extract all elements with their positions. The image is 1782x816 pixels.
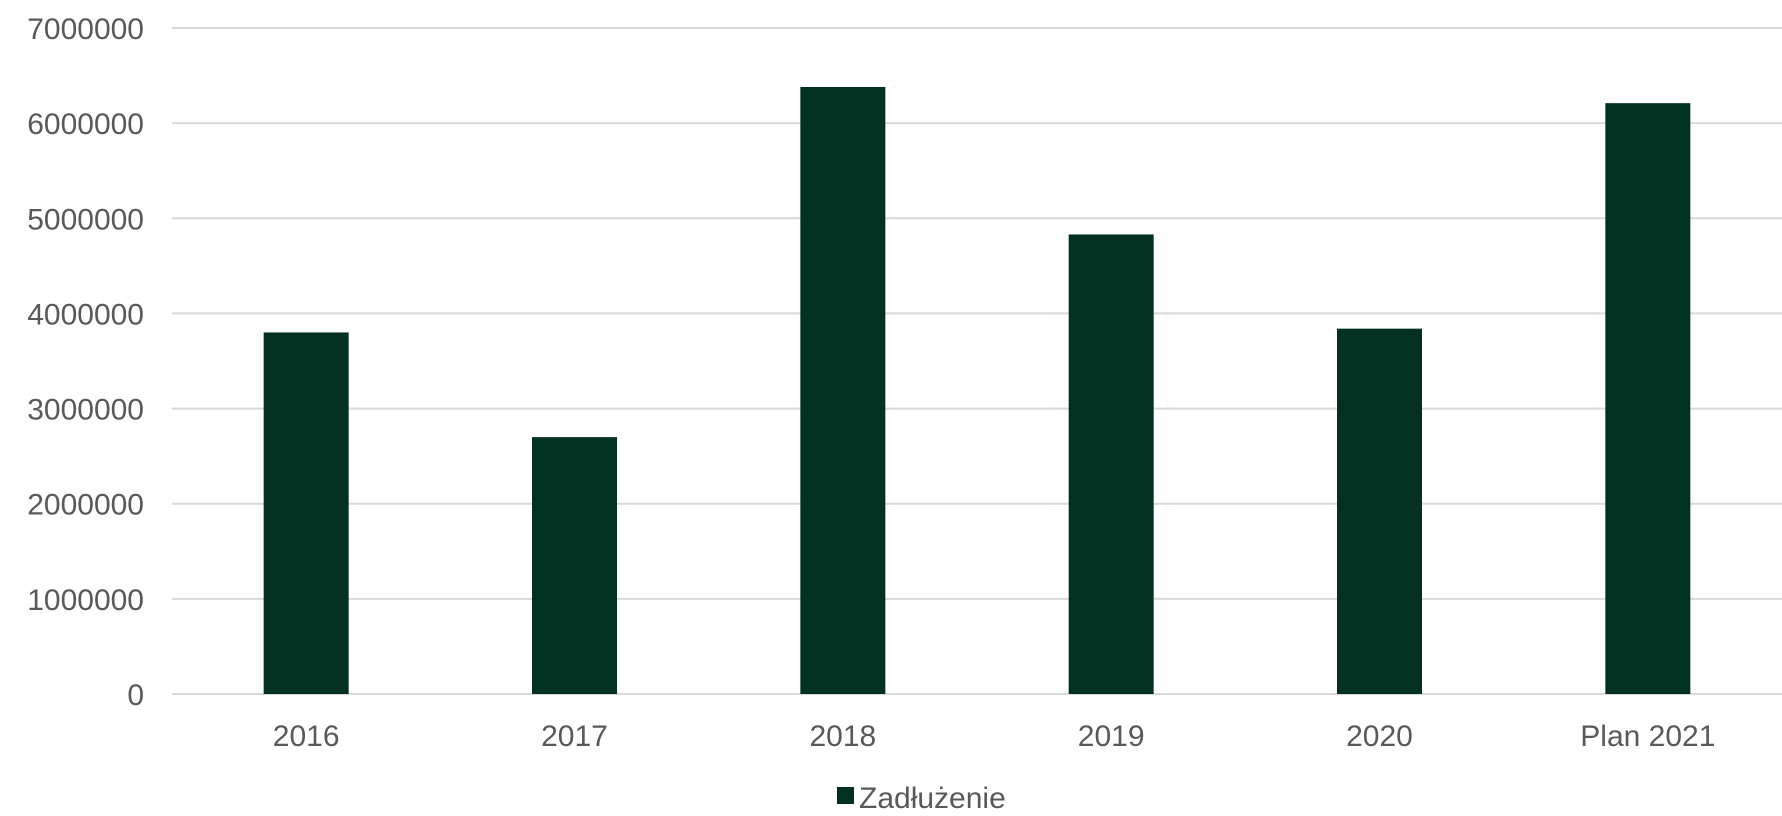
legend: Zadłużenie: [837, 782, 1006, 815]
x-tick-label: 2017: [541, 720, 608, 753]
bar-2018: [800, 86, 886, 694]
y-tick-label: 7000000: [27, 13, 144, 46]
legend-swatch: [837, 787, 854, 804]
bar-2020: [1337, 328, 1422, 694]
y-tick-label: 0: [127, 679, 144, 712]
x-tick-label: 2016: [273, 720, 340, 753]
bar-2017: [532, 437, 617, 694]
x-tick-label: Plan 2021: [1580, 720, 1715, 753]
x-tick-label: 2019: [1078, 720, 1145, 753]
x-tick-label: 2020: [1346, 720, 1413, 753]
y-tick-label: 6000000: [27, 108, 144, 141]
y-axis-ticks: 0 1000000 2000000 3000000 4000000 5000000 6000…: [27, 13, 144, 712]
y-tick-label: 3000000: [27, 394, 144, 427]
bar-plan-2021: [1605, 103, 1691, 695]
y-tick-label: 2000000: [27, 489, 144, 522]
bar-2016: [263, 332, 349, 694]
y-tick-label: 4000000: [27, 298, 144, 331]
legend-label: Zadłużenie: [859, 782, 1006, 811]
bars: [263, 86, 1691, 695]
x-axis-ticks: 2016 2017 2018 2019 2020 Plan 2021: [273, 720, 1716, 753]
bar-2019: [1068, 234, 1154, 694]
gridlines: [172, 27, 1782, 695]
y-tick-label: 1000000: [27, 584, 144, 617]
x-tick-label: 2018: [809, 720, 876, 753]
y-tick-label: 5000000: [27, 203, 144, 236]
